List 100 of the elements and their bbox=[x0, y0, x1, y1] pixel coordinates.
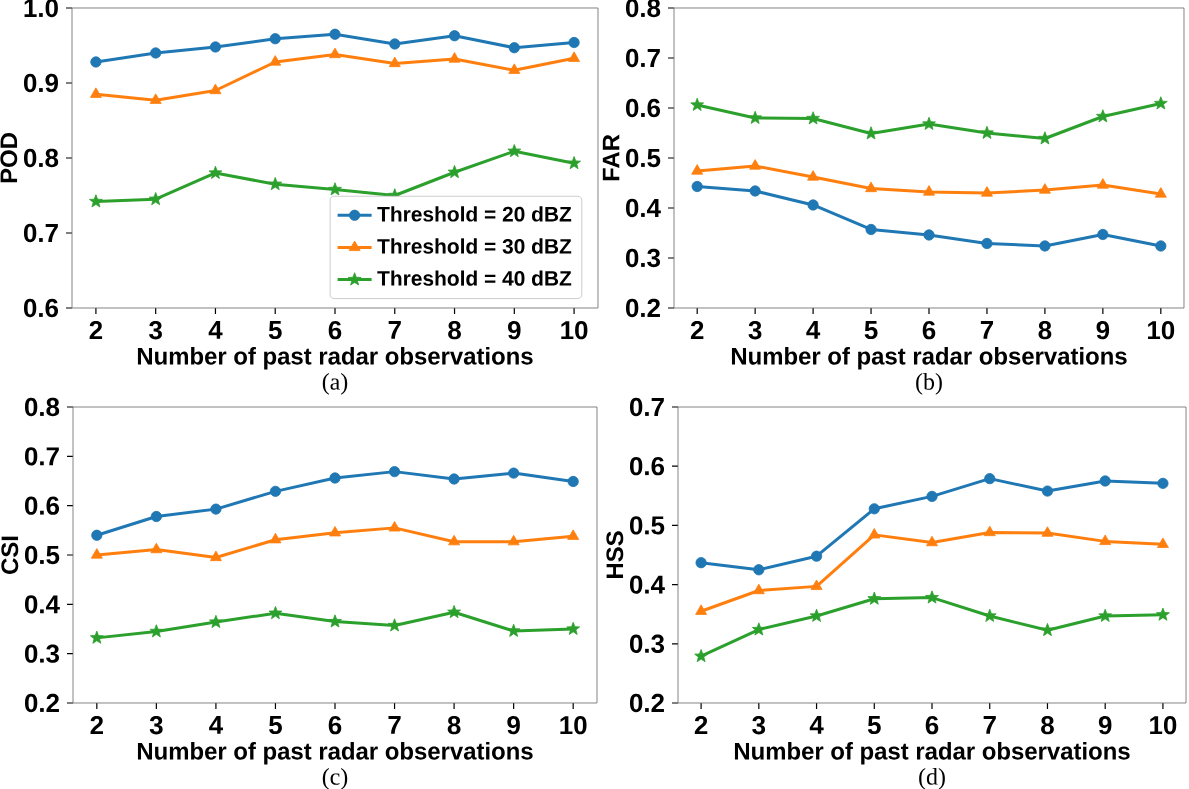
point bbox=[507, 534, 520, 546]
point bbox=[807, 199, 819, 211]
point bbox=[508, 467, 520, 479]
point bbox=[329, 526, 341, 537]
y-tick-label: 0.8 bbox=[24, 397, 60, 417]
point bbox=[91, 529, 103, 541]
x-tick-label: 10 bbox=[1150, 716, 1177, 735]
text: (c) bbox=[322, 768, 348, 789]
point bbox=[1099, 534, 1112, 545]
point bbox=[269, 33, 281, 45]
x-tick-label: 8 bbox=[447, 716, 461, 735]
x-tick-label: 8 bbox=[1038, 321, 1052, 340]
legend-label: Threshold = 20 dBZ bbox=[377, 206, 572, 222]
point bbox=[567, 156, 581, 170]
point bbox=[208, 165, 223, 179]
x-axis-title: Number of past radar observations bbox=[137, 742, 533, 765]
point bbox=[923, 229, 935, 241]
point bbox=[1157, 477, 1169, 489]
y-tick-label: 0.7 bbox=[629, 397, 664, 417]
y-axis-title: CSI bbox=[1, 536, 19, 574]
y-tick-label: 0.8 bbox=[23, 148, 59, 168]
point bbox=[981, 186, 993, 197]
point bbox=[507, 144, 522, 158]
point bbox=[149, 93, 162, 104]
text: (b) bbox=[916, 373, 942, 395]
point bbox=[984, 473, 996, 485]
y-tick-label: 0.5 bbox=[625, 148, 661, 168]
y-tick-label: 0.2 bbox=[629, 693, 664, 713]
y-tick-label: 0.2 bbox=[625, 298, 660, 318]
point bbox=[983, 525, 996, 537]
point bbox=[148, 192, 163, 206]
x-tick-label: 2 bbox=[694, 716, 708, 735]
point bbox=[389, 38, 401, 50]
x-tick-label: 5 bbox=[867, 716, 881, 735]
point bbox=[810, 579, 823, 590]
y-tick-label: 0.2 bbox=[24, 693, 59, 713]
point bbox=[90, 56, 102, 68]
x-tick-label: 7 bbox=[980, 321, 994, 339]
point bbox=[209, 614, 223, 628]
point bbox=[981, 237, 993, 250]
point bbox=[567, 475, 579, 488]
text: (d) bbox=[919, 768, 945, 789]
y-tick-label: 0.6 bbox=[24, 496, 60, 515]
y-tick-label: 0.4 bbox=[24, 595, 60, 614]
x-tick-label: 2 bbox=[90, 716, 103, 735]
x-tick-label: 9 bbox=[508, 321, 521, 340]
point bbox=[269, 55, 282, 66]
point bbox=[388, 521, 401, 532]
x-tick-label: 6 bbox=[925, 716, 939, 735]
point bbox=[748, 110, 762, 124]
point bbox=[209, 41, 222, 53]
point bbox=[448, 30, 461, 42]
x-tick-label: 4 bbox=[806, 321, 821, 339]
point bbox=[210, 503, 222, 515]
point bbox=[1096, 178, 1109, 189]
point bbox=[508, 42, 520, 54]
point bbox=[926, 490, 938, 502]
x-axis-title: Number of past radar observations bbox=[734, 742, 1130, 765]
y-tick-label: 0.6 bbox=[625, 98, 661, 118]
x-tick-label: 8 bbox=[1041, 716, 1054, 735]
point bbox=[691, 164, 704, 175]
point bbox=[1040, 623, 1055, 637]
x-tick-label: 6 bbox=[922, 321, 936, 340]
x-tick-label: 4 bbox=[209, 716, 223, 734]
x-tick-label: 3 bbox=[752, 716, 766, 735]
x-tick-label: 10 bbox=[561, 321, 588, 340]
point bbox=[269, 485, 282, 497]
x-tick-label: 8 bbox=[448, 321, 461, 340]
legend-label: Threshold = 40 dBZ bbox=[377, 270, 572, 286]
point bbox=[329, 47, 341, 59]
point bbox=[1157, 537, 1169, 548]
y-tick-label: 0.5 bbox=[629, 516, 665, 535]
point bbox=[329, 28, 341, 40]
point bbox=[867, 591, 882, 605]
x-tick-label: 5 bbox=[864, 321, 878, 340]
legend-label: Threshold = 30 dBZ bbox=[377, 238, 572, 254]
point bbox=[865, 223, 877, 236]
y-tick-label: 0.7 bbox=[625, 48, 660, 68]
y-tick-label: 0.6 bbox=[23, 298, 59, 318]
point bbox=[269, 532, 282, 544]
x-tick-label: 10 bbox=[1148, 321, 1175, 340]
point bbox=[690, 97, 705, 111]
point bbox=[695, 604, 708, 615]
y-tick-label: 0.3 bbox=[625, 248, 661, 268]
point bbox=[1096, 109, 1110, 123]
y-tick-label: 0.4 bbox=[629, 575, 665, 594]
point bbox=[1039, 240, 1051, 252]
point bbox=[807, 170, 820, 181]
point bbox=[751, 622, 766, 636]
point bbox=[1153, 96, 1168, 110]
y-axis-title: POD bbox=[0, 133, 18, 183]
y-tick-label: 0.4 bbox=[625, 198, 661, 218]
x-axis-title: Number of past radar observations bbox=[137, 347, 533, 370]
point bbox=[810, 550, 823, 562]
point bbox=[1041, 485, 1054, 497]
y-tick-label: 0.7 bbox=[23, 223, 58, 243]
point bbox=[922, 116, 936, 130]
x-tick-label: 2 bbox=[89, 321, 103, 340]
point bbox=[90, 548, 103, 559]
point bbox=[448, 534, 461, 546]
